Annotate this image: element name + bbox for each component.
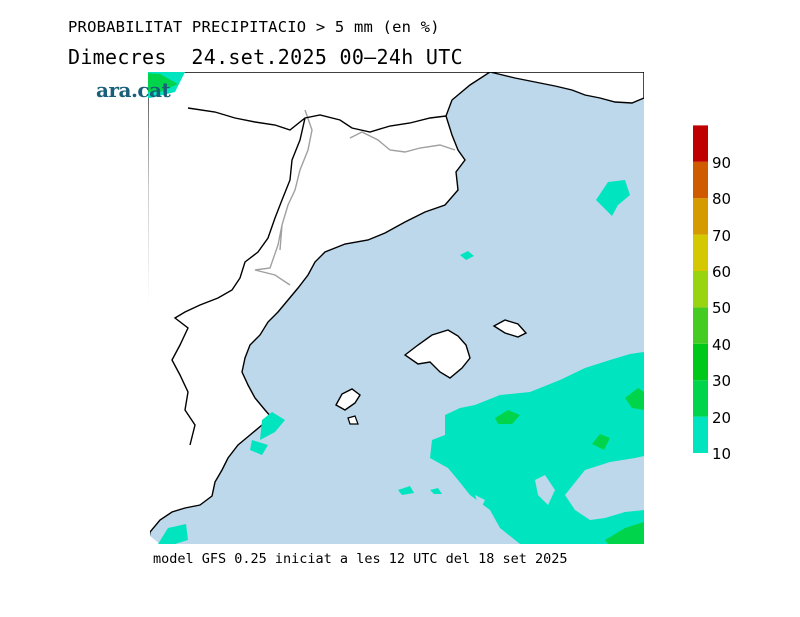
map-title: PROBABILITAT PRECIPITACIO > 5 mm (en %) (68, 18, 440, 36)
colorbar-swatch (693, 307, 708, 344)
colorbar-label: 30 (712, 372, 732, 391)
sea-gaps (475, 456, 644, 520)
model-footer: model GFS 0.25 iniciat a les 12 UTC del … (153, 551, 568, 567)
land-southeast (148, 72, 160, 544)
colorbar-swatch (693, 271, 708, 308)
colorbar-swatch (693, 234, 708, 271)
colorbar-label: 60 (712, 263, 732, 281)
prob-20-30-areas (148, 73, 644, 544)
colorbar-swatch (693, 125, 708, 162)
colorbar-swatch (693, 343, 708, 381)
ara-cat-logo: ara.cat (96, 78, 171, 102)
island-ibiza (335, 388, 361, 411)
colorbar (693, 125, 708, 453)
island-formentera (347, 415, 359, 425)
colorbar-swatch (693, 380, 708, 417)
colorbar-label: 40 (712, 335, 732, 354)
colorbar-label: 70 (712, 226, 732, 245)
colorbar-swatch (693, 416, 708, 453)
colorbar-label: 50 (712, 299, 732, 318)
island-menorca (492, 319, 528, 338)
map-subtitle: Dimecres 24.set.2025 00–24h UTC (68, 45, 463, 69)
colorbar-label: 20 (712, 408, 732, 427)
colorbar-label: 90 (712, 153, 732, 172)
colorbar-swatch (693, 198, 708, 235)
land-northeast (489, 72, 644, 104)
colorbar-label: 80 (712, 190, 732, 209)
colorbar-label: 10 (712, 445, 732, 463)
island-mallorca (403, 329, 471, 379)
land-iberia (148, 72, 492, 544)
region-border (254, 109, 456, 286)
colorbar-swatch (693, 161, 708, 199)
country-border (171, 107, 447, 446)
